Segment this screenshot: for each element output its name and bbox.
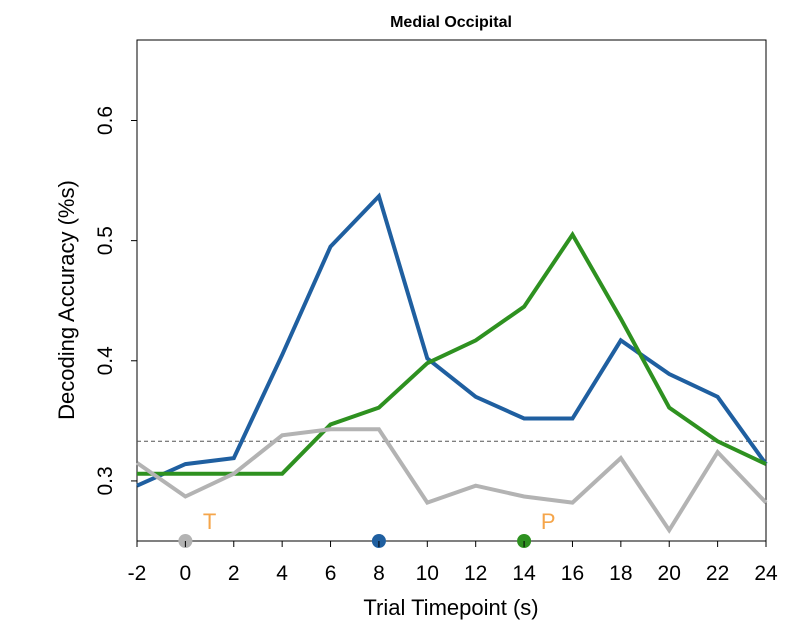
y-tick-label: 0.6 <box>94 106 117 135</box>
y-tick-label: 0.5 <box>94 226 117 255</box>
x-tick-label: 12 <box>464 562 487 585</box>
y-axis-label: Decoding Accuracy (%s) <box>54 180 79 420</box>
plot-frame <box>136 39 767 542</box>
x-axis-label: Trial Timepoint (s) <box>363 595 538 620</box>
x-tick-label: 10 <box>416 562 439 585</box>
y-tick-label: 0.4 <box>94 346 117 376</box>
x-tick-label: 14 <box>512 562 536 585</box>
x-tick-label: 16 <box>561 562 584 585</box>
annotation-label-1: T <box>203 509 216 534</box>
x-tick-label: 20 <box>658 562 681 585</box>
x-tick-label: 24 <box>754 562 778 585</box>
series-line-3 <box>135 427 768 534</box>
x-tick-label: -2 <box>128 562 147 585</box>
x-tick-label: 6 <box>325 562 337 585</box>
series-line-2 <box>137 230 767 476</box>
series-line-1 <box>136 192 768 488</box>
annotation-label-2: P <box>541 509 556 534</box>
x-tick-label: 0 <box>180 562 192 585</box>
x-tick-label: 8 <box>373 562 385 585</box>
y-tick-label: 0.3 <box>94 466 117 495</box>
x-tick-label: 18 <box>609 562 632 585</box>
x-axis: -2 0 2 4 6 8 10 12 14 16 18 20 22 24 <box>128 541 778 585</box>
x-tick-label: 22 <box>706 562 729 585</box>
x-tick-label: 4 <box>276 562 288 585</box>
x-tick-label: 2 <box>228 562 240 585</box>
series-group <box>135 192 768 534</box>
chart-title: Medial Occipital <box>390 14 512 31</box>
y-axis: 0.3 0.4 0.5 0.6 <box>94 106 137 496</box>
